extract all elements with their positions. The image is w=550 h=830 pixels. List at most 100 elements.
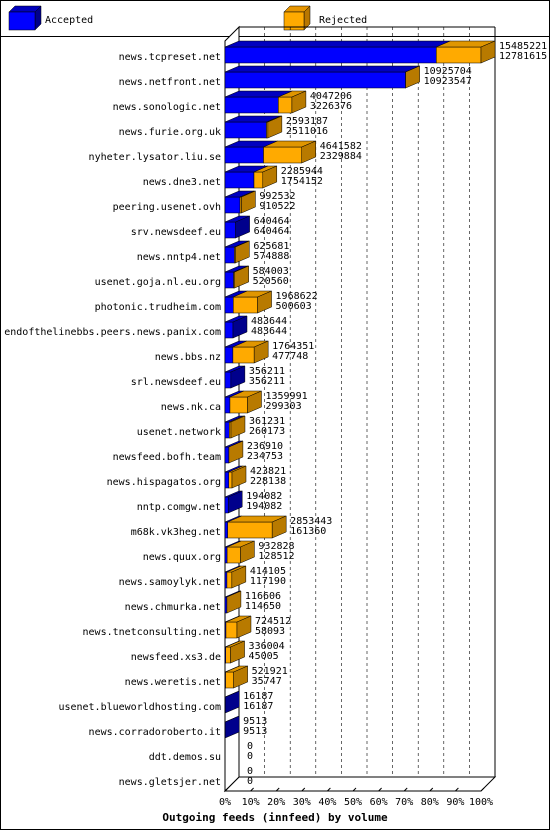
rejected-bar [233, 296, 258, 314]
x-tick-label: 10% [242, 797, 260, 808]
x-tick [327, 787, 331, 792]
total-value-label: 4047206 [310, 91, 352, 102]
accepted-value-label: 45005 [249, 651, 279, 662]
accepted-bar [224, 46, 437, 64]
total-value-label: 0 [247, 766, 253, 777]
accepted-value-label: 194082 [246, 501, 282, 512]
host-label: usenet.goja.nl.eu.org [95, 277, 221, 288]
rejected-bar [229, 421, 232, 439]
bar-side [234, 265, 249, 289]
total-value-label: 483644 [251, 316, 287, 327]
total-value-label: 16187 [243, 691, 273, 702]
rejected-bar [225, 671, 234, 689]
legend-accepted-swatch [8, 11, 36, 31]
accepted-value-label: 9513 [243, 726, 267, 737]
accepted-value-label: 128512 [258, 551, 294, 562]
rejected-bar [225, 621, 238, 639]
bar-side [226, 590, 242, 614]
accepted-bar [224, 121, 267, 139]
total-value-label: 4641582 [320, 141, 362, 152]
accepted-bar [224, 371, 232, 389]
accepted-value-label: 58093 [255, 626, 285, 637]
accepted-value-label: 12781615 [499, 51, 547, 62]
accepted-bar [224, 596, 228, 614]
bar-side [257, 290, 272, 314]
host-label: news.sonologic.net [113, 102, 221, 113]
host-label: srv.newsdeef.eu [131, 227, 221, 238]
host-label: srl.newsdeef.eu [131, 377, 221, 388]
host-label: newsfeed.bofh.team [113, 452, 221, 463]
bar-side [267, 115, 283, 139]
bar-side [228, 440, 244, 464]
legend-accepted: Accepted [8, 5, 93, 31]
legend-rejected-swatch [283, 11, 305, 31]
accepted-bar [224, 271, 234, 289]
x-tick [403, 787, 408, 792]
total-value-label: 992532 [259, 191, 295, 202]
accepted-value-label: 520560 [253, 276, 289, 287]
total-value-label: 0 [247, 741, 253, 752]
host-label: peering.usenet.ovh [113, 202, 221, 213]
bar-side [480, 40, 496, 64]
accepted-bar [224, 421, 230, 439]
host-label: news.weretis.net [125, 677, 221, 688]
host-label: endofthelinebbs.peers.news.panix.com [4, 327, 221, 338]
x-tick-label: 30% [293, 797, 311, 808]
host-label: news.samoylyk.net [119, 577, 221, 588]
legend-rejected-label: Rejected [319, 15, 367, 26]
total-value-label: 521921 [252, 666, 288, 677]
accepted-bar [224, 296, 234, 314]
accepted-value-label: 114650 [245, 601, 281, 612]
accepted-value-label: 356211 [249, 376, 285, 387]
rejected-bar [226, 546, 241, 564]
x-tick [301, 787, 306, 792]
accepted-value-label: 574888 [253, 251, 289, 262]
x-tick-label: 80% [421, 797, 439, 808]
total-value-label: 2853443 [290, 516, 332, 527]
bar-side [262, 165, 278, 189]
rejected-bar [278, 96, 293, 114]
accepted-bar [224, 171, 255, 189]
x-tick-label: 50% [344, 797, 362, 808]
x-tick [352, 787, 357, 792]
legend: Accepted Rejected [8, 5, 367, 31]
bar-side [230, 365, 246, 389]
total-value-label: 584003 [253, 266, 289, 277]
total-value-label: 10925704 [424, 66, 472, 77]
total-value-label: 625681 [253, 241, 289, 252]
rejected-bar [226, 571, 233, 589]
accepted-value-label: 299303 [265, 401, 301, 412]
host-label: news.hispagatos.org [107, 477, 221, 488]
accepted-bar [224, 471, 230, 489]
host-label: news.nk.ca [161, 402, 221, 413]
host-label: news.corradoroberto.it [89, 727, 221, 738]
total-value-label: 15485221 [499, 41, 547, 52]
total-value-label: 423821 [250, 466, 286, 477]
total-value-label: 640464 [254, 216, 290, 227]
bar-side [235, 215, 250, 239]
total-value-label: 236910 [247, 441, 283, 452]
accepted-value-label: 0 [247, 776, 253, 787]
legend-accepted-label: Accepted [45, 15, 93, 26]
accepted-bar [224, 96, 279, 114]
x-tick [378, 787, 382, 792]
host-label: news.gletsjer.net [119, 777, 221, 788]
accepted-value-label: 1754152 [281, 176, 323, 187]
accepted-value-label: 228138 [250, 476, 286, 487]
accepted-value-label: 10923547 [424, 76, 472, 87]
